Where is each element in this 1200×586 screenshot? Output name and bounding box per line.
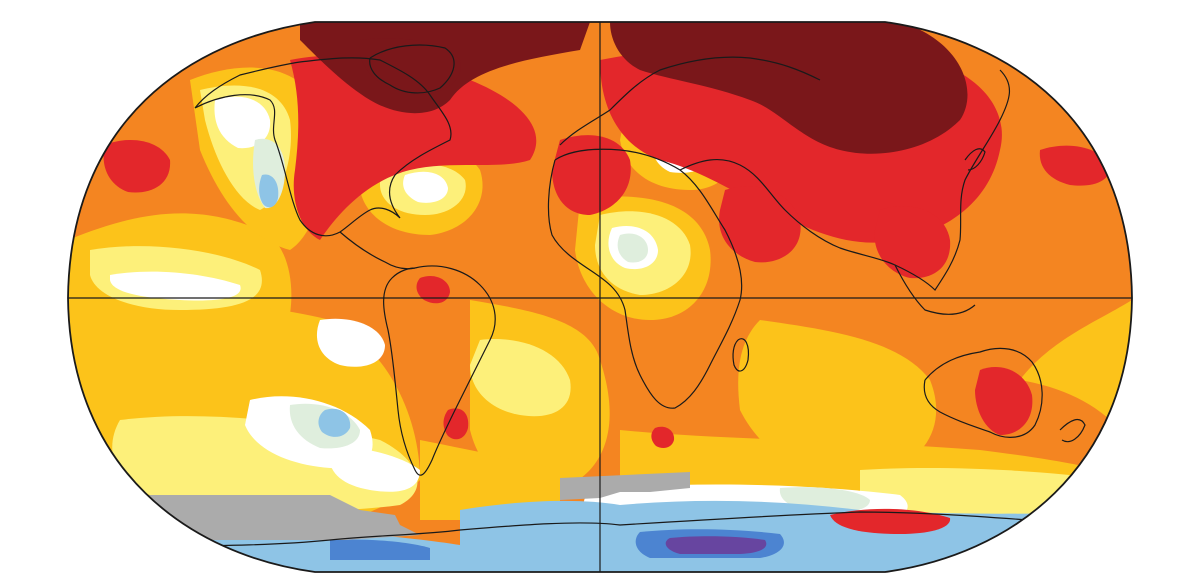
arctic-hotspot-greenland (360, 38, 461, 95)
neutral-zone-alaska (214, 96, 271, 149)
no-data-zone-antarctic-indian (560, 472, 690, 500)
cold-zone-south-pacific (318, 408, 351, 437)
coast-africa (547, 148, 743, 409)
mild-zone-south-atlantic-west (420, 440, 560, 520)
globe-outline (67, 21, 1133, 573)
warm-zone-argentina (443, 408, 469, 440)
cold-zone-antarctic-atlantic (460, 500, 620, 572)
coast-asia (679, 69, 1010, 291)
coast-southeast-asia (894, 264, 976, 315)
colder-zone-antarctic-west (330, 539, 430, 560)
coastlines (68, 44, 1132, 549)
warm-zone-amazon (416, 275, 450, 304)
warm-zone-north-pacific-east (1039, 145, 1111, 186)
coast-south-america (383, 265, 496, 476)
neutral-zone-south-pacific-2 (316, 318, 385, 367)
neutral-zone-south-atlantic (329, 447, 420, 492)
warm-zone-southern-indian (830, 508, 951, 534)
warm-zone-south-atlantic-spot (651, 426, 675, 448)
graticule (68, 22, 1132, 572)
coast-central-america (339, 231, 416, 270)
cold-zone-alaska (259, 174, 279, 208)
coast-new-zealand (1059, 418, 1086, 443)
coast-north-america (194, 57, 452, 237)
coast-antarctica (68, 511, 1132, 549)
coast-greenland (369, 44, 455, 94)
warm-zone-australia (975, 367, 1033, 435)
arctic-hotspot-siberia (610, 22, 968, 154)
coast-madagascar (732, 338, 750, 372)
coast-japan (964, 148, 986, 171)
warm-zone-north-africa (552, 135, 631, 215)
coldest-zone-antarctic (665, 536, 767, 554)
coast-australia (923, 347, 1043, 438)
warm-zone-north-atlantic (290, 55, 537, 241)
slight-zone-south-atlantic (470, 339, 571, 417)
neutral-zone-north-atlantic (403, 171, 448, 203)
mild-zone-south-pacific-east (1020, 300, 1132, 450)
warm-zone-north-pacific (103, 140, 171, 193)
neutral-zone-pacific-equator (110, 271, 241, 301)
warm-zone-east-asia (874, 206, 951, 279)
cool-zone-sahara (617, 233, 648, 263)
